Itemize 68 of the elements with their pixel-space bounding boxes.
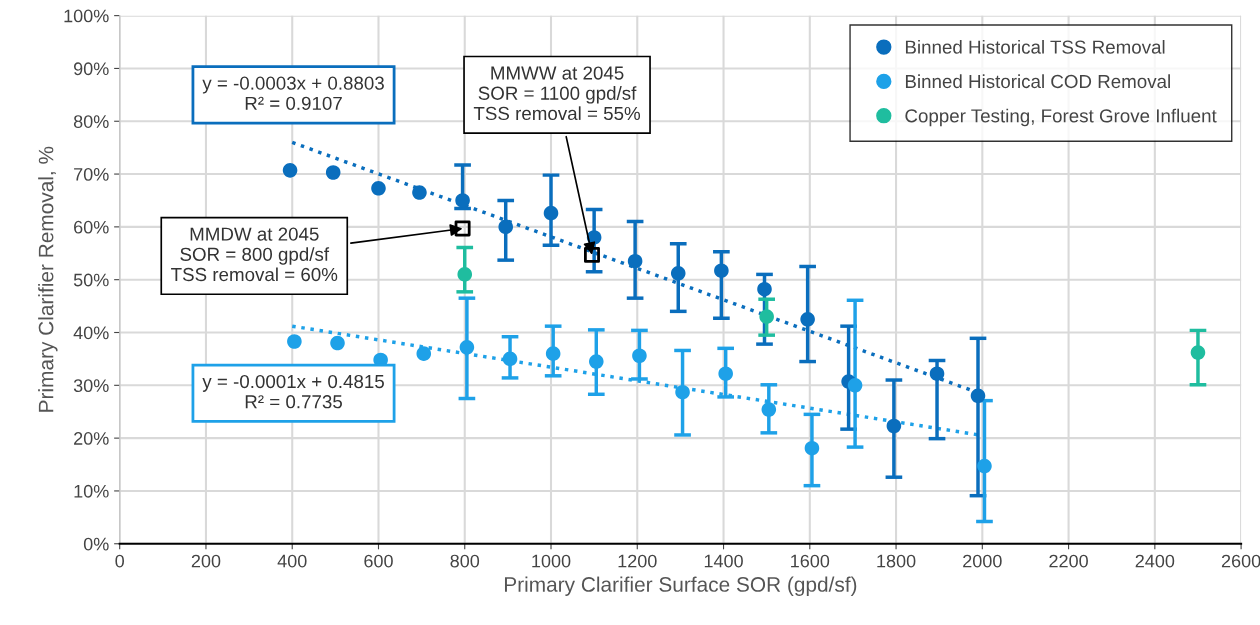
point [584,246,600,263]
point [759,309,774,324]
point [714,263,729,278]
x-tick-label: 1800 [877,554,916,568]
x-tick-label: 0 [115,554,125,568]
x-tick-label: 2200 [1049,554,1088,568]
point [929,366,945,381]
y-tick-label: 80% [73,115,109,128]
point [977,458,992,474]
legend-label: Copper Testing, Forest Grove Influent [905,108,1217,127]
y-tick-label: 20% [74,432,109,445]
point [589,354,604,369]
x-tick-label: 800 [450,554,480,568]
point [800,312,815,327]
y-axis-title: Primary Clarifier Removal, % [38,146,58,412]
point [970,388,986,404]
point [675,384,690,400]
x-tick-label: 2400 [1135,554,1175,568]
x-tick-label: 400 [277,554,307,568]
point [457,267,473,282]
annotation: MMDW at 2045 SOR = 800 gpd/sf TSS removal = 60% [171,227,338,282]
point [627,253,643,269]
point [545,346,561,361]
y-tick-label: 40% [73,326,109,340]
point [502,351,518,367]
point [459,340,475,355]
y-tick-label: 30% [73,379,109,393]
x-tick-label: 2000 [963,554,1002,568]
point [412,185,427,200]
legend-label: Binned Historical TSS Removal [905,40,1165,54]
point [804,440,820,456]
x-tick-label: 2600 [1221,554,1260,568]
point [455,193,470,208]
point [761,402,777,417]
point [718,366,733,381]
x-tick-label: 1600 [791,554,830,568]
point [498,219,513,235]
point [282,163,298,178]
y-tick-label: 90% [73,62,109,76]
point [330,335,345,351]
point [632,348,647,364]
x-tick-label: 1400 [704,554,743,568]
point [847,378,863,393]
point [371,181,386,196]
y-tick-label: 10% [74,484,109,498]
y-tick-label: 70% [74,168,109,181]
y-tick-label: 60% [74,220,109,234]
legend-label: Binned Historical COD Removal [905,74,1170,89]
point [543,205,559,221]
x-tick-label: 1000 [532,554,571,568]
x-tick-label: 1200 [618,554,657,568]
point [1190,345,1206,360]
annotation: y = -0.0003x + 0.8803 R² = 0.9107 [202,76,384,110]
x-tick-label: 600 [364,554,393,568]
annotation: y = -0.0001x + 0.4815 R² = 0.7735 [202,374,384,409]
y-tick-label: 100% [64,9,109,23]
annotation: MMWW at 2045 SOR = 1100 gpd/sf TSS removal = 55% [473,66,641,121]
y-tick-label: 50% [73,273,109,287]
x-axis-title: Primary Clarifier Surface SOR (gpd/sf) [504,576,857,596]
point [416,346,432,361]
point [325,165,341,180]
point [454,220,471,237]
point [886,418,902,434]
point [757,281,772,297]
x-tick-label: 200 [191,554,221,568]
point [287,334,302,349]
y-tick-label: 0% [83,537,109,551]
point [670,266,686,281]
